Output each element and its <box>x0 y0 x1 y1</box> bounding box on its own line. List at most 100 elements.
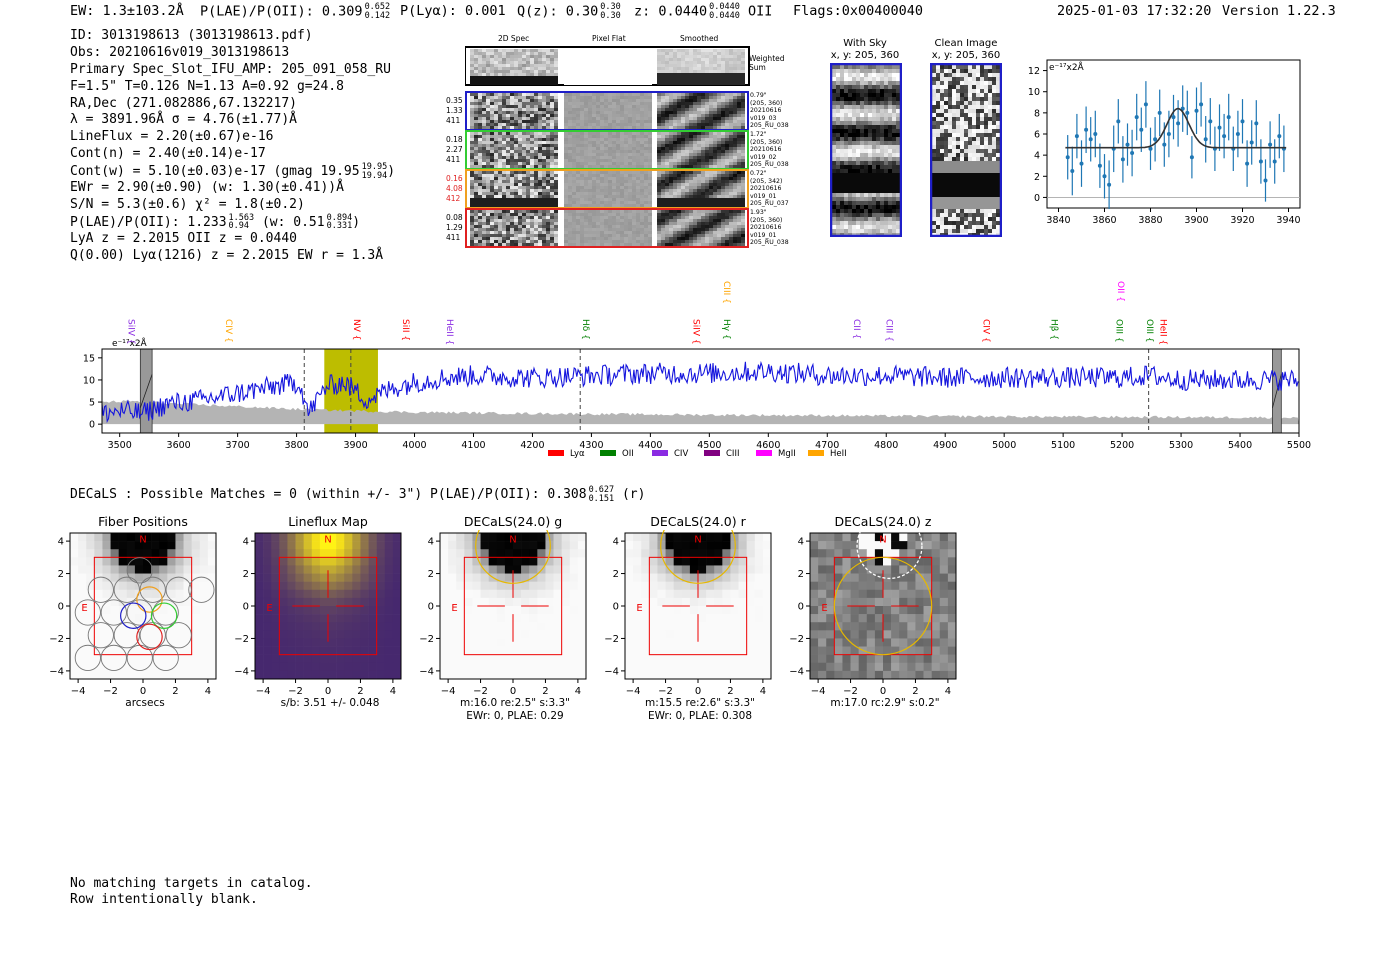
cutout-row-meta-line: 20210616 <box>750 185 782 193</box>
panel-y-tick-label: −2 <box>604 634 619 645</box>
info-lineflux: LineFlux = 2.20(±0.67)e-16 <box>70 129 274 145</box>
zoom-data-point <box>1222 134 1227 139</box>
fiber-circle <box>152 644 179 672</box>
cutout-col-smooth: Smoothed <box>680 34 719 43</box>
cutout-tile <box>657 210 745 246</box>
cutout-row-stats: 0.16 4.08 412 <box>446 174 463 204</box>
north-label: N <box>139 535 146 546</box>
fiber-circle <box>126 557 153 584</box>
legend-label: CIII <box>726 449 739 459</box>
panel-y-tick-label: 2 <box>58 569 64 580</box>
image-panel-title: DECaLS(24.0) z <box>834 514 932 529</box>
zoom-y-tick-label: 0 <box>1034 193 1040 204</box>
image-panel-4: DECaLS(24.0) z N E −4 −2 0 2 4 −4 −2 0 2 4 m:17.0 rc:… <box>788 512 968 727</box>
zoom-data-point <box>1139 127 1144 132</box>
zoom-data-point <box>1185 110 1190 115</box>
zoom-data-point <box>1093 132 1098 136</box>
panel-x-tick-label: −4 <box>71 686 86 697</box>
cutout-row-meta: 1.93" (205, 360) 20210616 v019_01 205_RU_038 <box>750 209 789 247</box>
spectrum-x-tick-label: 5000 <box>992 440 1016 451</box>
info-plae-w-lo: 0.331 <box>326 221 353 232</box>
cutout-tile <box>564 210 652 246</box>
cutout-row-meta-line: 205_RU_038 <box>750 239 789 247</box>
header-qz-range: 0.30 0.30 <box>600 3 620 20</box>
header-plae-lo: 0.142 <box>364 10 391 21</box>
legend-swatch <box>652 450 668 456</box>
panel-y-tick-label: 2 <box>243 569 249 580</box>
image-panel-caption: m:17.0 rc:2.9" s:0.2" <box>785 697 985 710</box>
zoom-x-tick-label: 3920 <box>1230 215 1254 226</box>
fiber-circle <box>100 599 127 626</box>
image-panel-caption-line: m:15.5 re:2.6" s:3.3" <box>645 697 755 709</box>
info-id: ID: 3013198613 (3013198613.pdf) <box>70 28 313 43</box>
panel-x-tick-label: 4 <box>945 686 951 697</box>
panel-y-tick-label: −2 <box>234 634 249 645</box>
fiber-circle <box>165 622 192 649</box>
footer-line-1: No matching targets in catalog. <box>70 876 313 891</box>
header-z-line: OII <box>748 3 773 20</box>
panel-y-tick-label: −2 <box>419 634 434 645</box>
spectrum-x-tick-label: 3600 <box>167 440 191 451</box>
zoom-data-point <box>1268 142 1273 147</box>
image-panel-title: Fiber Positions <box>98 514 188 529</box>
spectrum-x-tick-label: 5200 <box>1110 440 1134 451</box>
zoom-gaussian-fit <box>1065 107 1287 149</box>
fiber-circle <box>139 576 166 603</box>
spectrum-x-tick-label: 4500 <box>697 440 721 451</box>
spectral-line-label: SiII { <box>400 319 410 341</box>
footer-line-2: Row intentionally blank. <box>70 891 258 907</box>
spectral-line-label: CIV { <box>223 319 233 343</box>
cutout-row-meta-line: 205_RU_038 <box>750 122 789 130</box>
fiber-circle-blue <box>120 602 147 629</box>
spectrum-x-tick-label: 3500 <box>108 440 132 451</box>
legend-label: Lyα <box>570 449 585 459</box>
zoom-data-point <box>1277 134 1282 139</box>
info-gmag-hi: 19.95 <box>361 162 388 173</box>
zoom-data-point <box>1130 151 1135 156</box>
decals-summary-hi: 0.627 <box>588 485 615 495</box>
panel-y-tick-label: 0 <box>58 602 64 613</box>
zoom-data-point <box>1272 159 1277 164</box>
spectrum-x-tick-label: 5400 <box>1228 440 1252 451</box>
panel-x-tick-label: −2 <box>658 686 673 697</box>
spectrum-y-tick-label: 0 <box>89 420 95 431</box>
panel-x-tick-label: −4 <box>441 686 456 697</box>
header-qz-lo: 0.30 <box>600 10 621 21</box>
cutout-row-meta-line: 205_RU_038 <box>750 161 789 169</box>
header-ew: EW: 1.3±103.2Å <box>70 3 184 19</box>
image-panel-plot: N E −4 −2 0 2 4 −4 −2 0 2 4 <box>49 532 217 697</box>
image-panel-caption: s/b: 3.51 +/- 0.048 <box>230 697 430 710</box>
zoom-y-tick-label: 12 <box>1028 66 1040 77</box>
image-pixels <box>625 533 772 680</box>
cutout-row-meta-line: (205, 360) <box>750 216 783 224</box>
spectral-line-label: OII { <box>1115 281 1125 302</box>
spectral-line-label: Hδ { <box>580 319 590 340</box>
panel-x-tick-label: 4 <box>760 686 766 697</box>
cutout-col-2d: 2D Spec <box>498 34 530 43</box>
fiber-circle-orange <box>136 586 163 613</box>
zoom-data-point <box>1097 163 1102 168</box>
decals-summary: DECaLS : Possible Matches = 0 (within +/… <box>70 486 645 503</box>
info-radec: RA,Dec (271.082886,67.132217) <box>70 95 297 111</box>
panel-x-tick-label: 2 <box>357 686 363 697</box>
fiber-circle <box>165 576 192 603</box>
panel-y-tick-label: −2 <box>49 634 64 645</box>
decals-summary-band: (r) <box>621 487 646 502</box>
spectral-line-label: SiIV { <box>690 319 700 345</box>
spectrum-x-tick-label: 4400 <box>638 440 662 451</box>
cutout-row-stat: 0.08 <box>446 213 463 222</box>
panel-x-tick-label: 4 <box>390 686 396 697</box>
zoom-unit-label: e⁻¹⁷x2Å <box>1049 61 1085 73</box>
cutout-grid: 2D Spec Pixel Flat Smoothed Weighted Sum… <box>440 32 800 257</box>
zoom-y-tick-label: 2 <box>1034 172 1040 183</box>
cutout-row-stat: 0.18 <box>446 135 463 144</box>
panel-x-tick-label: 2 <box>542 686 548 697</box>
zoom-data-point <box>1148 146 1153 151</box>
cutout-row-meta-line: v019_02 <box>750 153 777 161</box>
clean-image-title-text: Clean Image <box>934 38 998 49</box>
east-label: E <box>821 603 827 614</box>
zoom-data-point <box>1176 121 1181 126</box>
spectrum-x-tick-label: 4300 <box>579 440 603 451</box>
info-sn: S/N = 5.3(±0.6) χ² = 1.8(±0.2) <box>70 196 305 212</box>
header-plae-hi: 0.652 <box>364 2 391 12</box>
